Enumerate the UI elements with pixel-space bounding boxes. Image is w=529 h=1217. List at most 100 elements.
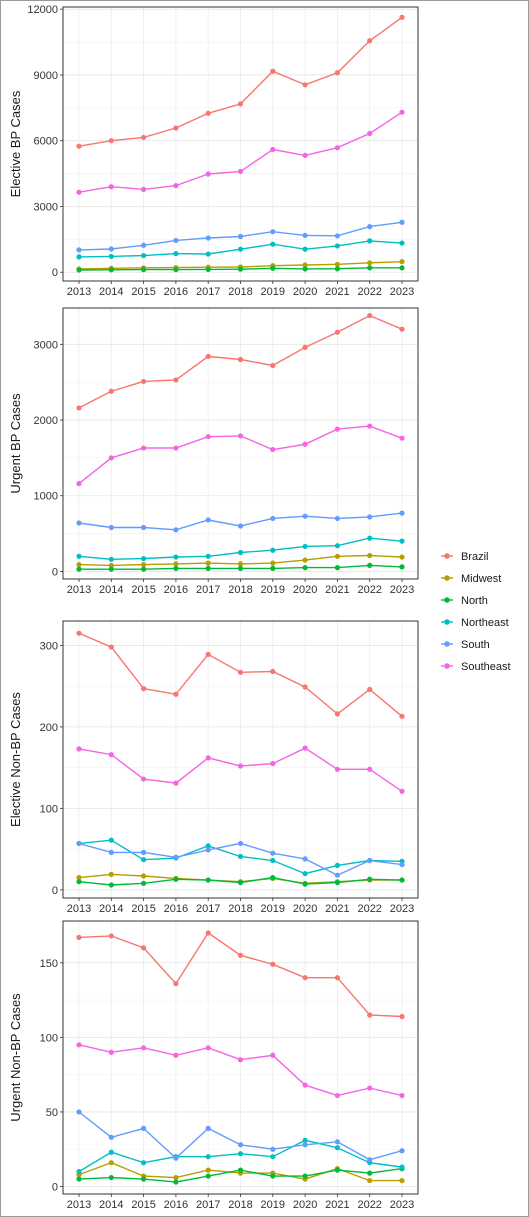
data-point-northeast — [173, 251, 179, 257]
legend-item-north: North — [441, 595, 488, 607]
y-tick-label: 150 — [40, 958, 58, 970]
data-point-north — [173, 1179, 179, 1185]
data-point-brazil — [399, 1013, 405, 1020]
data-point-midwest — [237, 561, 244, 567]
data-point-brazil — [141, 945, 147, 951]
data-point-brazil — [334, 70, 340, 76]
data-point-south — [237, 233, 244, 240]
data-point-brazil — [173, 691, 179, 697]
data-point-brazil — [205, 353, 211, 360]
data-point-north — [302, 266, 308, 272]
data-point-north — [334, 1167, 340, 1173]
data-point-north — [108, 882, 114, 888]
data-point-midwest — [334, 553, 340, 559]
data-point-south — [205, 847, 211, 853]
x-tick-label: 2014 — [99, 903, 123, 915]
data-point-northeast — [270, 1154, 276, 1160]
data-point-southeast — [108, 752, 114, 758]
data-point-southeast — [141, 186, 147, 192]
data-point-brazil — [270, 961, 276, 967]
legend-label: North — [461, 595, 488, 607]
x-tick-label: 2014 — [99, 1199, 123, 1211]
data-point-northeast — [367, 535, 373, 541]
x-tick-label: 2021 — [325, 584, 349, 596]
data-point-south — [173, 1155, 179, 1161]
data-point-southeast — [205, 1045, 211, 1051]
data-point-southeast — [367, 423, 373, 429]
data-point-brazil — [334, 975, 340, 981]
data-point-south — [270, 515, 276, 522]
data-point-southeast — [399, 1092, 405, 1099]
data-point-north — [270, 1173, 276, 1179]
x-tick-label: 2019 — [261, 1199, 285, 1211]
data-point-north — [367, 562, 373, 568]
data-point-southeast — [237, 433, 244, 439]
x-tick-label: 2016 — [164, 903, 188, 915]
y-axis-label: Urgent Non-BP Cases — [8, 993, 23, 1122]
data-point-north — [399, 265, 405, 271]
data-point-southeast — [173, 1052, 179, 1058]
data-point-brazil — [237, 952, 244, 958]
data-point-southeast — [237, 168, 244, 174]
y-tick-label: 3000 — [34, 201, 58, 213]
data-point-brazil — [141, 686, 147, 692]
legend-item-midwest: Midwest — [441, 573, 501, 585]
data-point-south — [367, 857, 373, 864]
x-tick-label: 2023 — [390, 1199, 414, 1211]
data-point-south — [334, 233, 340, 239]
data-point-midwest — [76, 875, 82, 881]
data-point-north — [173, 876, 179, 882]
x-tick-label: 2018 — [228, 286, 252, 298]
data-point-midwest — [399, 554, 405, 560]
data-point-northeast — [334, 543, 340, 549]
data-point-brazil — [237, 669, 244, 675]
data-point-south — [334, 872, 340, 878]
data-point-south — [302, 1142, 308, 1148]
data-point-southeast — [302, 1082, 308, 1088]
data-point-north — [205, 266, 211, 272]
x-tick-label: 2019 — [261, 286, 285, 298]
y-axis-label: Elective BP Cases — [8, 90, 23, 197]
x-tick-label: 2022 — [357, 903, 381, 915]
data-point-midwest — [367, 1177, 373, 1184]
data-point-southeast — [302, 745, 308, 751]
data-point-north — [141, 566, 147, 572]
data-point-south — [367, 514, 373, 520]
legend: Brazil Midwest North Northeast South Southeas… — [441, 551, 511, 673]
data-point-south — [270, 229, 276, 235]
y-tick-label: 9000 — [34, 70, 58, 82]
x-tick-label: 2014 — [99, 286, 123, 298]
data-point-brazil — [367, 1012, 373, 1018]
legend-label: Southeast — [461, 661, 511, 673]
legend-key-point — [444, 575, 450, 581]
x-tick-label: 2015 — [131, 1199, 155, 1211]
data-point-north — [302, 565, 308, 571]
data-point-north — [367, 265, 373, 271]
data-point-south — [205, 235, 211, 241]
data-point-northeast — [173, 554, 179, 560]
data-point-north — [270, 265, 276, 271]
x-tick-label: 2021 — [325, 286, 349, 298]
x-tick-label: 2022 — [357, 584, 381, 596]
x-tick-label: 2020 — [293, 286, 317, 298]
data-point-south — [76, 1109, 82, 1115]
data-point-northeast — [302, 246, 308, 252]
data-point-south — [367, 1157, 373, 1163]
data-point-brazil — [270, 362, 276, 369]
x-tick-label: 2014 — [99, 584, 123, 596]
legend-label: Brazil — [461, 551, 489, 563]
data-point-south — [270, 1146, 276, 1152]
data-point-south — [334, 515, 340, 522]
data-point-north — [141, 267, 147, 273]
data-point-north — [173, 267, 179, 273]
panel-3: 0 100 200 300 2013 2014 2015 2016 2017 2018 2019 20… — [8, 620, 419, 915]
data-point-north — [108, 566, 114, 572]
data-point-southeast — [334, 145, 340, 151]
data-point-north — [205, 565, 211, 572]
data-point-brazil — [399, 14, 405, 20]
data-point-brazil — [302, 684, 308, 690]
data-point-midwest — [399, 259, 405, 265]
data-point-north — [399, 564, 405, 570]
